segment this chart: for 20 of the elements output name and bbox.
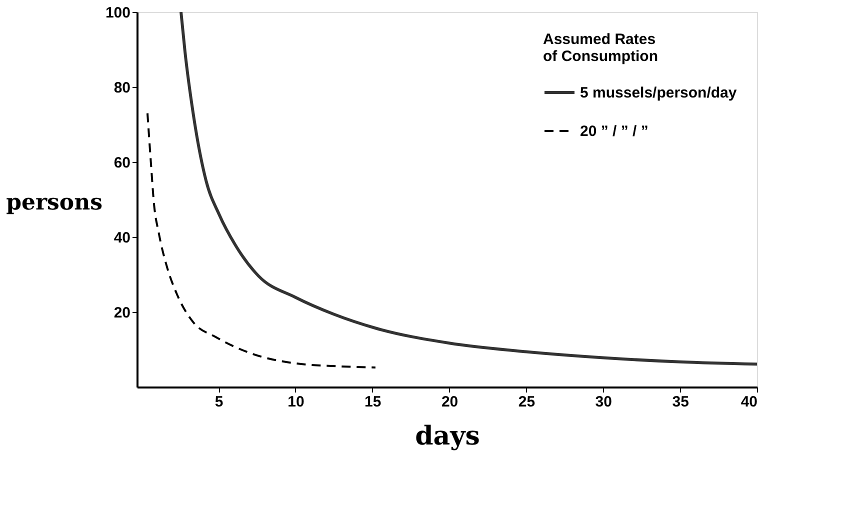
y-axis-title: persons [6, 190, 102, 216]
x-tick-label: 5 [214, 394, 224, 410]
y-tick-label: 80 [114, 80, 130, 96]
x-tick-label: 35 [672, 394, 689, 410]
line-series [146, 112, 376, 368]
line-series [180, 12, 757, 366]
legend-label: 20 ” / ” / ” [580, 123, 648, 140]
y-tick-label: 20 [114, 304, 130, 322]
y-tick-label: 40 [114, 230, 130, 246]
legend-label: 5 mussels/person/day [580, 84, 738, 102]
y-tick-label: 60 [114, 154, 130, 172]
x-tick-label: 10 [288, 394, 304, 410]
x-tick-label: 30 [595, 394, 612, 410]
x-tick-label: 15 [364, 394, 382, 410]
y-tick-label: 100 [105, 4, 130, 22]
x-tick-label: 25 [518, 394, 536, 410]
x-tick-label: 40 [740, 394, 758, 410]
x-axis-title: days [415, 422, 480, 452]
legend-title: Assumed Rates of Consumption [543, 31, 658, 65]
x-tick-label: 20 [441, 394, 458, 410]
